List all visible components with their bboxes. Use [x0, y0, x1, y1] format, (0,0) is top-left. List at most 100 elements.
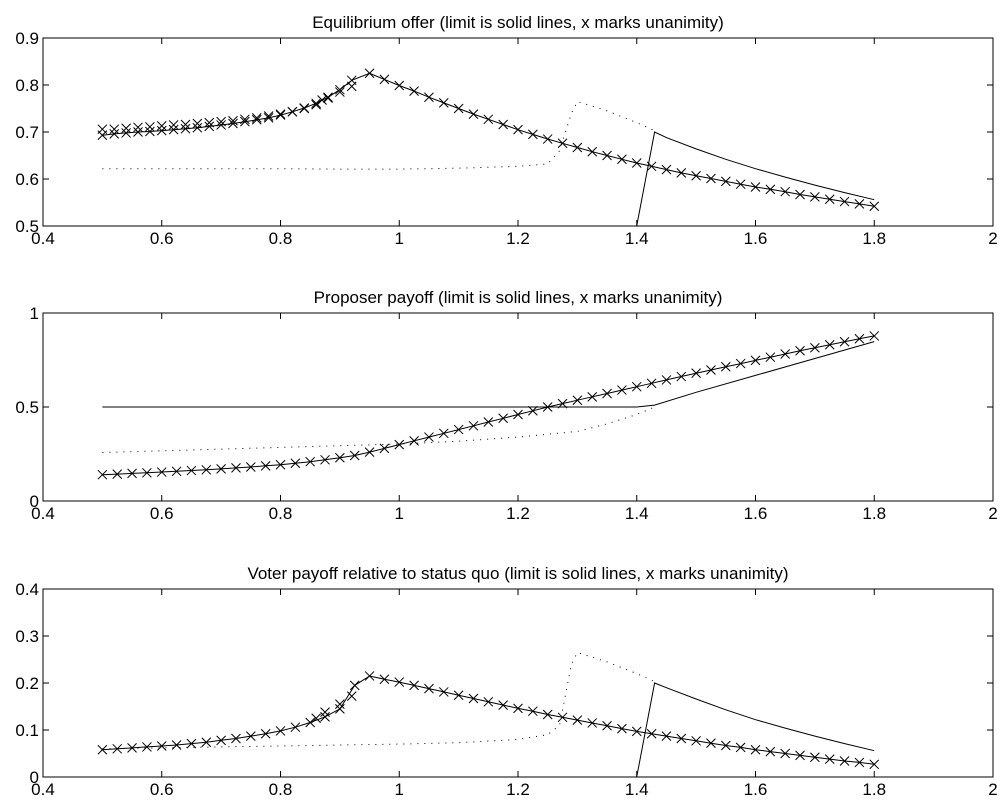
x-marker [133, 122, 143, 133]
x-marker [795, 345, 805, 356]
x-tick-label: 0.8 [269, 504, 293, 523]
x-tick-label: 0.6 [150, 229, 174, 248]
x-marker [602, 388, 612, 399]
x-marker [691, 170, 701, 181]
x-marker [661, 731, 672, 741]
x-marker [216, 735, 226, 746]
x-marker [557, 138, 568, 149]
x-marker [409, 86, 419, 96]
x-marker [260, 728, 271, 739]
x-marker [750, 182, 761, 192]
x-marker [231, 733, 241, 744]
x-marker [216, 120, 226, 130]
series-line [636, 131, 875, 226]
x-tick-label: 1.8 [862, 229, 886, 248]
x-marker [409, 680, 419, 691]
x-marker [646, 728, 657, 739]
x-marker [394, 677, 405, 687]
x-marker [299, 103, 310, 114]
x-marker [335, 452, 345, 463]
x-tick-label: 0.4 [31, 780, 55, 799]
x-marker [631, 726, 642, 737]
series-dotted-line [102, 100, 655, 170]
chart-title: Equilibrium offer (limit is solid lines,… [312, 13, 724, 32]
x-marker [180, 123, 191, 134]
x-marker [409, 435, 419, 446]
x-marker [780, 748, 791, 759]
x-marker [676, 371, 687, 382]
x-marker [824, 339, 835, 350]
x-marker [587, 718, 598, 728]
x-marker [379, 74, 390, 85]
x-marker [346, 691, 357, 702]
x-marker [186, 465, 197, 476]
x-marker [275, 726, 286, 736]
x-marker [364, 447, 375, 457]
x-marker [204, 121, 215, 132]
x-marker [168, 120, 179, 130]
x-marker [572, 395, 583, 406]
x-marker [201, 737, 212, 748]
x-marker [263, 111, 274, 121]
x-marker [156, 121, 167, 131]
x-marker [750, 355, 761, 366]
x-marker [468, 693, 479, 704]
x-marker [335, 699, 345, 710]
x-marker [311, 99, 321, 110]
x-marker [765, 352, 776, 363]
x-marker [438, 428, 449, 439]
x-marker [795, 189, 805, 200]
axes-box [42, 37, 994, 227]
x-marker [349, 680, 360, 691]
x-marker [145, 126, 155, 137]
x-marker [720, 361, 731, 372]
x-marker [513, 409, 523, 420]
x-marker [438, 98, 449, 108]
x-marker [133, 127, 143, 137]
x-marker [394, 80, 405, 91]
x-tick-label: 1.8 [862, 504, 886, 523]
x-marker [156, 125, 167, 136]
x-marker [305, 456, 316, 467]
x-tick-label: 0.4 [31, 229, 55, 248]
x-marker [394, 439, 405, 450]
x-marker [156, 741, 167, 751]
axes-box [42, 588, 994, 778]
x-marker [617, 154, 627, 165]
x-marker [275, 109, 286, 119]
y-tick-label: 0.6 [15, 170, 39, 189]
x-marker [869, 201, 880, 212]
x-marker [335, 84, 345, 95]
chart-title: Voter payoff relative to status quo (lim… [247, 564, 788, 583]
x-marker [735, 358, 746, 369]
x-marker [320, 707, 330, 717]
x-marker [572, 715, 583, 725]
x-marker [750, 744, 761, 755]
x-marker [364, 671, 375, 681]
x-marker [453, 103, 464, 114]
x-tick-label: 1.2 [506, 780, 530, 799]
series-line [636, 682, 875, 777]
x-marker [438, 687, 449, 697]
x-marker [317, 95, 327, 105]
x-marker [602, 720, 612, 731]
x-marker [602, 150, 612, 161]
x-tick-label: 1 [395, 229, 404, 248]
x-marker [587, 391, 598, 402]
x-tick-label: 1.6 [744, 229, 768, 248]
x-marker [498, 413, 509, 424]
x-marker [201, 464, 212, 475]
x-marker [379, 443, 390, 454]
x-marker [765, 746, 776, 757]
x-marker [735, 179, 746, 190]
x-marker [527, 706, 538, 717]
x-marker [142, 742, 152, 752]
x-tick-label: 0.6 [150, 504, 174, 523]
y-tick-label: 0.4 [15, 580, 39, 599]
x-marker [706, 738, 716, 749]
subplot-1: Equilibrium offer (limit is solid lines,… [15, 13, 997, 248]
x-marker [379, 674, 390, 685]
x-marker [424, 92, 434, 103]
x-marker [720, 740, 731, 751]
